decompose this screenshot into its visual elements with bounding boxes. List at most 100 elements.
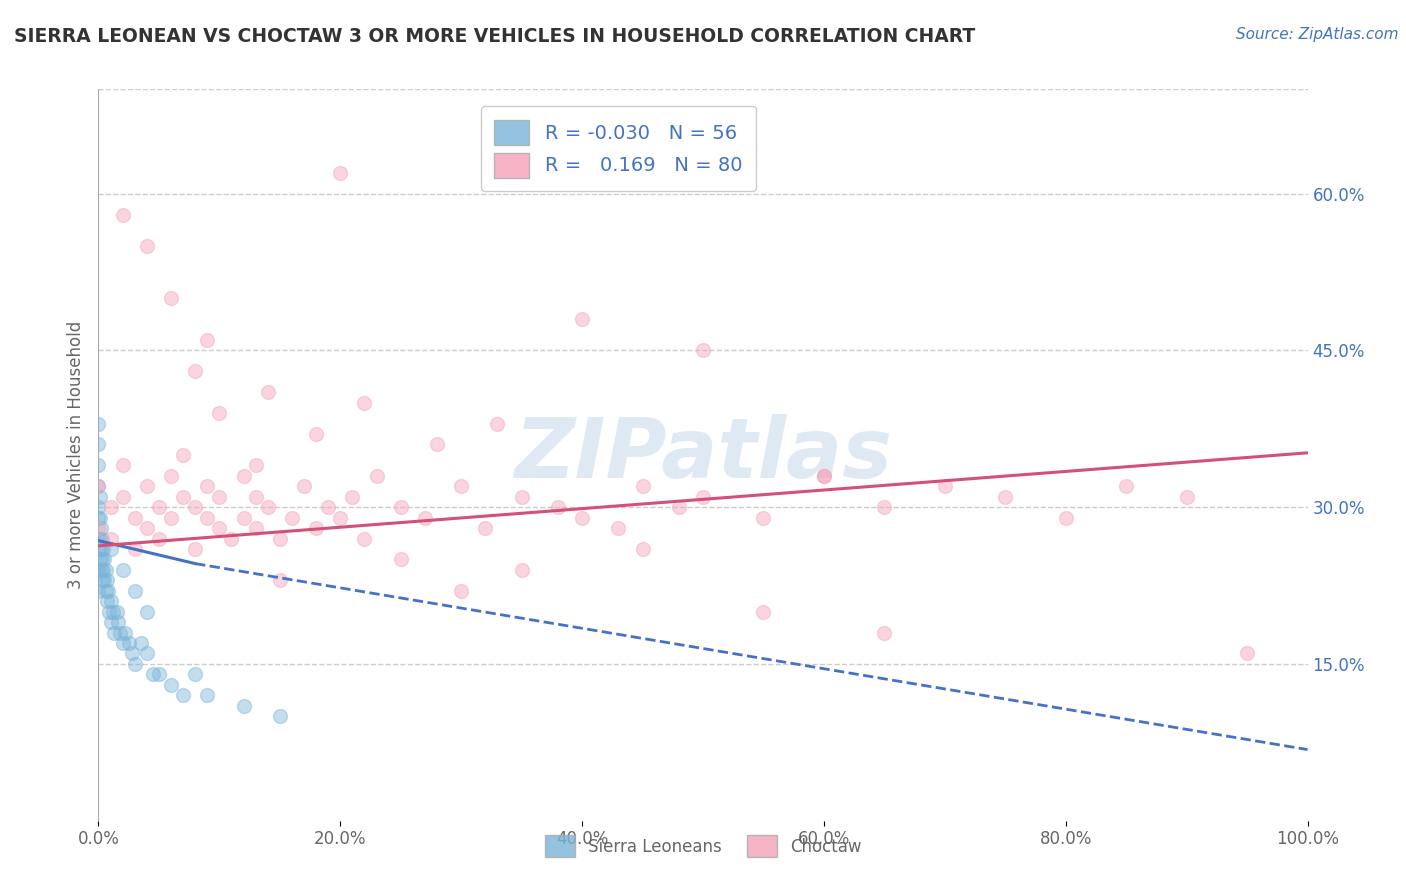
Point xyxy=(474,521,496,535)
Point xyxy=(107,615,129,629)
Point xyxy=(184,541,207,556)
Point xyxy=(87,479,110,493)
Point xyxy=(245,490,267,504)
Point xyxy=(87,541,110,556)
Point xyxy=(148,532,170,546)
Point xyxy=(103,625,125,640)
Point xyxy=(269,574,291,588)
Point xyxy=(256,500,278,515)
Point xyxy=(111,458,134,473)
Point xyxy=(873,625,896,640)
Point xyxy=(96,594,118,608)
Point xyxy=(90,563,112,577)
Point xyxy=(631,479,654,493)
Point xyxy=(389,500,412,515)
Point xyxy=(124,541,146,556)
Point xyxy=(366,468,388,483)
Point xyxy=(135,521,157,535)
Point xyxy=(89,552,111,566)
Point xyxy=(184,364,207,378)
Point xyxy=(752,605,775,619)
Point xyxy=(256,385,278,400)
Point xyxy=(91,552,114,566)
Point xyxy=(413,510,436,524)
Point xyxy=(232,468,254,483)
Point xyxy=(195,688,218,702)
Point xyxy=(208,490,231,504)
Point xyxy=(692,343,714,358)
Point xyxy=(1054,510,1077,524)
Point xyxy=(89,510,111,524)
Text: ZIPatlas: ZIPatlas xyxy=(515,415,891,495)
Point xyxy=(1115,479,1137,493)
Point xyxy=(87,563,110,577)
Point xyxy=(91,574,114,588)
Point xyxy=(342,490,364,504)
Point xyxy=(668,500,690,515)
Point xyxy=(305,427,328,442)
Point xyxy=(329,166,352,180)
Point xyxy=(450,479,472,493)
Point xyxy=(87,458,110,473)
Point xyxy=(195,479,218,493)
Point xyxy=(184,667,207,681)
Y-axis label: 3 or more Vehicles in Household: 3 or more Vehicles in Household xyxy=(66,321,84,589)
Point xyxy=(87,500,110,515)
Point xyxy=(121,647,143,661)
Point xyxy=(450,583,472,598)
Point xyxy=(631,541,654,556)
Point xyxy=(752,510,775,524)
Point xyxy=(93,552,115,566)
Point xyxy=(547,500,569,515)
Point xyxy=(269,709,291,723)
Point xyxy=(994,490,1017,504)
Point xyxy=(172,448,194,462)
Point xyxy=(813,468,835,483)
Point xyxy=(105,605,128,619)
Point xyxy=(108,625,131,640)
Point xyxy=(148,667,170,681)
Point xyxy=(160,678,183,692)
Point xyxy=(91,532,114,546)
Point xyxy=(571,510,593,524)
Point xyxy=(91,563,114,577)
Point xyxy=(87,479,110,493)
Text: SIERRA LEONEAN VS CHOCTAW 3 OR MORE VEHICLES IN HOUSEHOLD CORRELATION CHART: SIERRA LEONEAN VS CHOCTAW 3 OR MORE VEHI… xyxy=(14,27,976,45)
Point xyxy=(510,490,533,504)
Point xyxy=(90,521,112,535)
Point xyxy=(353,532,375,546)
Point xyxy=(111,490,134,504)
Point xyxy=(87,510,110,524)
Point xyxy=(87,583,110,598)
Point xyxy=(135,479,157,493)
Point xyxy=(208,521,231,535)
Point xyxy=(124,510,146,524)
Legend: Sierra Leoneans, Choctaw: Sierra Leoneans, Choctaw xyxy=(538,829,868,863)
Point xyxy=(873,500,896,515)
Point xyxy=(96,574,118,588)
Point xyxy=(111,208,134,222)
Point xyxy=(172,688,194,702)
Point xyxy=(87,521,110,535)
Point xyxy=(813,468,835,483)
Point xyxy=(305,521,328,535)
Point xyxy=(208,406,231,420)
Point xyxy=(98,605,121,619)
Point xyxy=(329,510,352,524)
Text: Source: ZipAtlas.com: Source: ZipAtlas.com xyxy=(1236,27,1399,42)
Point xyxy=(184,500,207,515)
Point xyxy=(100,594,122,608)
Point xyxy=(124,657,146,671)
Point xyxy=(129,636,152,650)
Point xyxy=(692,490,714,504)
Point xyxy=(93,574,115,588)
Point xyxy=(269,532,291,546)
Point xyxy=(292,479,315,493)
Point xyxy=(89,490,111,504)
Point xyxy=(245,521,267,535)
Point xyxy=(87,532,110,546)
Point xyxy=(607,521,630,535)
Point xyxy=(100,532,122,546)
Point xyxy=(135,647,157,661)
Point xyxy=(172,490,194,504)
